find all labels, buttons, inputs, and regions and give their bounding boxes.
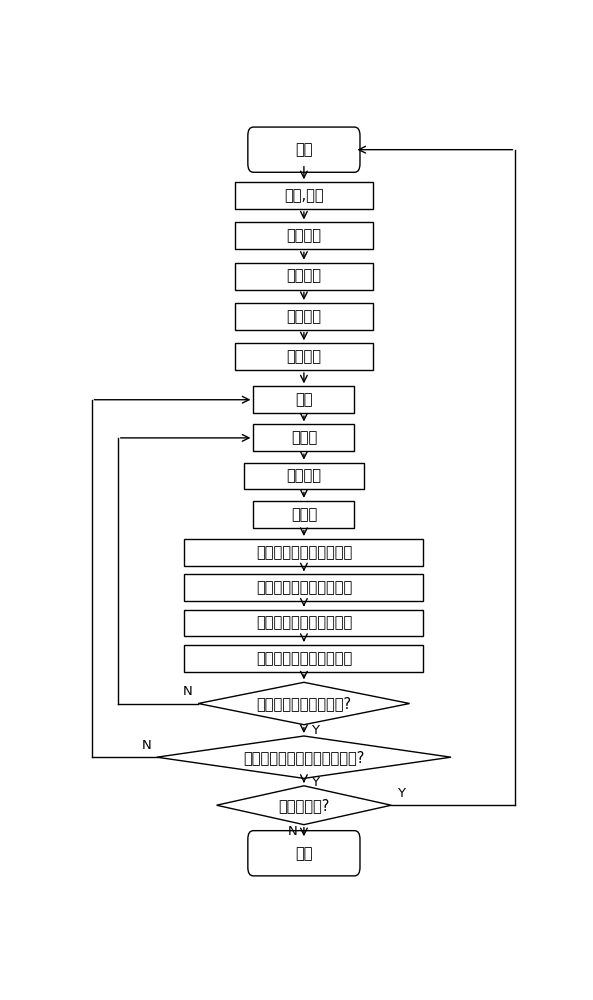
- Text: Y: Y: [311, 776, 319, 789]
- Bar: [235, 303, 373, 330]
- Bar: [244, 463, 364, 489]
- Text: 警告下限占额定值的比例: 警告下限占额定值的比例: [256, 580, 352, 595]
- Text: Y: Y: [397, 787, 405, 800]
- Text: 相对转速: 相对转速: [286, 228, 321, 243]
- Text: 继续输入吗?: 继续输入吗?: [278, 798, 330, 813]
- Text: 参数名称: 参数名称: [286, 469, 321, 484]
- Text: 截面: 截面: [295, 392, 313, 407]
- Text: N: N: [142, 739, 151, 752]
- Text: 环境压力: 环境压力: [286, 349, 321, 364]
- Bar: [235, 222, 373, 249]
- Bar: [235, 263, 373, 290]
- Bar: [184, 645, 423, 672]
- Bar: [184, 574, 423, 601]
- Bar: [184, 539, 423, 566]
- Text: 该截面参数输入完了吗?: 该截面参数输入完了吗?: [256, 696, 352, 711]
- Text: 结束: 结束: [295, 846, 313, 861]
- Text: 故障下限占额定值的比例: 故障下限占额定值的比例: [256, 651, 352, 666]
- Bar: [184, 610, 423, 636]
- Text: 参数号: 参数号: [291, 430, 317, 445]
- FancyBboxPatch shape: [248, 831, 360, 876]
- Text: 警告上限占额定值的比例: 警告上限占额定值的比例: [256, 545, 352, 560]
- Bar: [235, 182, 373, 209]
- Bar: [253, 386, 355, 413]
- Text: N: N: [183, 685, 193, 698]
- Polygon shape: [216, 786, 391, 825]
- Text: Y: Y: [311, 724, 319, 737]
- Text: 故障上限占额定值的比例: 故障上限占额定值的比例: [256, 615, 352, 630]
- Polygon shape: [198, 682, 410, 725]
- Text: 表号,备注: 表号,备注: [284, 188, 324, 203]
- Bar: [235, 343, 373, 370]
- Text: 进气压力: 进气压力: [286, 309, 321, 324]
- Text: 该稳态所有截面都输入完了吗?: 该稳态所有截面都输入完了吗?: [243, 750, 365, 765]
- Text: 额定值: 额定值: [291, 507, 317, 522]
- Text: 开始: 开始: [295, 142, 313, 157]
- Text: 进气温度: 进气温度: [286, 269, 321, 284]
- Bar: [253, 424, 355, 451]
- Bar: [253, 501, 355, 528]
- Polygon shape: [157, 736, 451, 778]
- FancyBboxPatch shape: [248, 127, 360, 172]
- Text: N: N: [287, 825, 297, 838]
